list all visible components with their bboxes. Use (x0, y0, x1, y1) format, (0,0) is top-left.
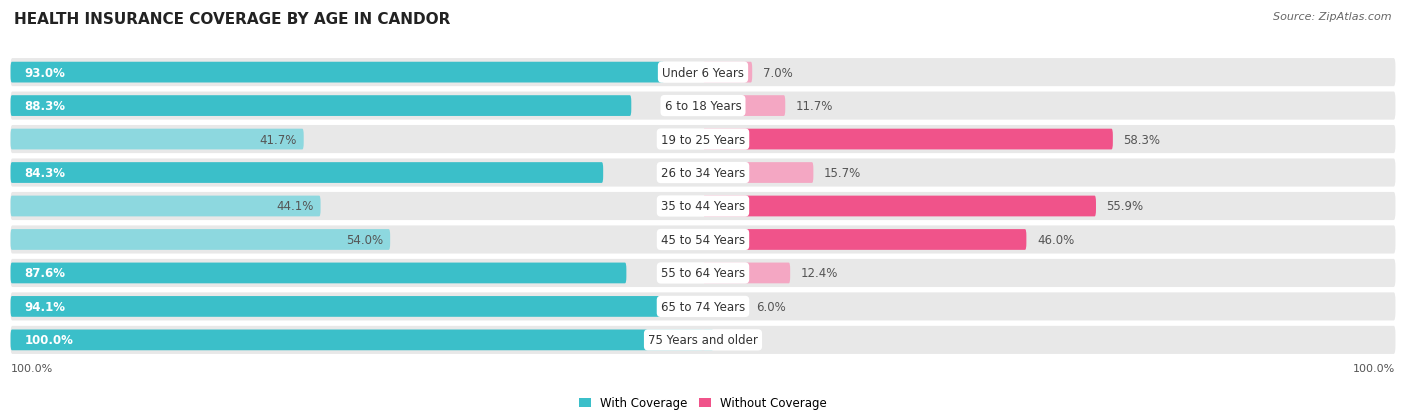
Text: 58.3%: 58.3% (1123, 133, 1160, 146)
Text: 7.0%: 7.0% (762, 66, 793, 79)
Text: 44.1%: 44.1% (276, 200, 314, 213)
Text: 11.7%: 11.7% (796, 100, 834, 113)
Text: 54.0%: 54.0% (346, 233, 382, 247)
Text: Source: ZipAtlas.com: Source: ZipAtlas.com (1274, 12, 1392, 22)
FancyBboxPatch shape (10, 230, 389, 250)
Text: 65 to 74 Years: 65 to 74 Years (661, 300, 745, 313)
FancyBboxPatch shape (10, 263, 626, 284)
FancyBboxPatch shape (703, 296, 745, 317)
Text: 55 to 64 Years: 55 to 64 Years (661, 267, 745, 280)
FancyBboxPatch shape (10, 129, 304, 150)
Text: 19 to 25 Years: 19 to 25 Years (661, 133, 745, 146)
Text: 94.1%: 94.1% (25, 300, 66, 313)
Text: 93.0%: 93.0% (25, 66, 66, 79)
Text: 46.0%: 46.0% (1038, 233, 1074, 247)
FancyBboxPatch shape (10, 126, 1395, 154)
FancyBboxPatch shape (10, 293, 1395, 321)
Text: 35 to 44 Years: 35 to 44 Years (661, 200, 745, 213)
Text: 100.0%: 100.0% (10, 363, 53, 373)
FancyBboxPatch shape (703, 263, 790, 284)
Text: HEALTH INSURANCE COVERAGE BY AGE IN CANDOR: HEALTH INSURANCE COVERAGE BY AGE IN CAND… (14, 12, 450, 27)
Legend: With Coverage, Without Coverage: With Coverage, Without Coverage (574, 392, 832, 413)
Text: 75 Years and older: 75 Years and older (648, 334, 758, 347)
Text: 55.9%: 55.9% (1107, 200, 1143, 213)
FancyBboxPatch shape (703, 96, 785, 117)
FancyBboxPatch shape (10, 59, 1395, 87)
Text: 26 to 34 Years: 26 to 34 Years (661, 166, 745, 180)
FancyBboxPatch shape (703, 163, 813, 183)
Text: 87.6%: 87.6% (25, 267, 66, 280)
FancyBboxPatch shape (10, 159, 1395, 187)
Text: 12.4%: 12.4% (801, 267, 838, 280)
FancyBboxPatch shape (10, 326, 1395, 354)
Text: 41.7%: 41.7% (259, 133, 297, 146)
FancyBboxPatch shape (703, 63, 752, 83)
FancyBboxPatch shape (10, 96, 631, 117)
Text: 88.3%: 88.3% (25, 100, 66, 113)
Text: 15.7%: 15.7% (824, 166, 860, 180)
Text: 0.0%: 0.0% (713, 334, 744, 347)
FancyBboxPatch shape (10, 259, 1395, 287)
FancyBboxPatch shape (10, 163, 603, 183)
Text: 6 to 18 Years: 6 to 18 Years (665, 100, 741, 113)
Text: 100.0%: 100.0% (1353, 363, 1395, 373)
Text: 84.3%: 84.3% (25, 166, 66, 180)
Text: Under 6 Years: Under 6 Years (662, 66, 744, 79)
Text: 45 to 54 Years: 45 to 54 Years (661, 233, 745, 247)
FancyBboxPatch shape (10, 330, 713, 350)
FancyBboxPatch shape (10, 226, 1395, 254)
FancyBboxPatch shape (10, 196, 321, 217)
Text: 6.0%: 6.0% (756, 300, 786, 313)
FancyBboxPatch shape (703, 230, 1026, 250)
FancyBboxPatch shape (702, 330, 704, 350)
FancyBboxPatch shape (10, 92, 1395, 120)
FancyBboxPatch shape (703, 196, 1097, 217)
Text: 100.0%: 100.0% (25, 334, 73, 347)
FancyBboxPatch shape (703, 129, 1114, 150)
FancyBboxPatch shape (10, 63, 665, 83)
FancyBboxPatch shape (10, 192, 1395, 221)
FancyBboxPatch shape (10, 296, 672, 317)
